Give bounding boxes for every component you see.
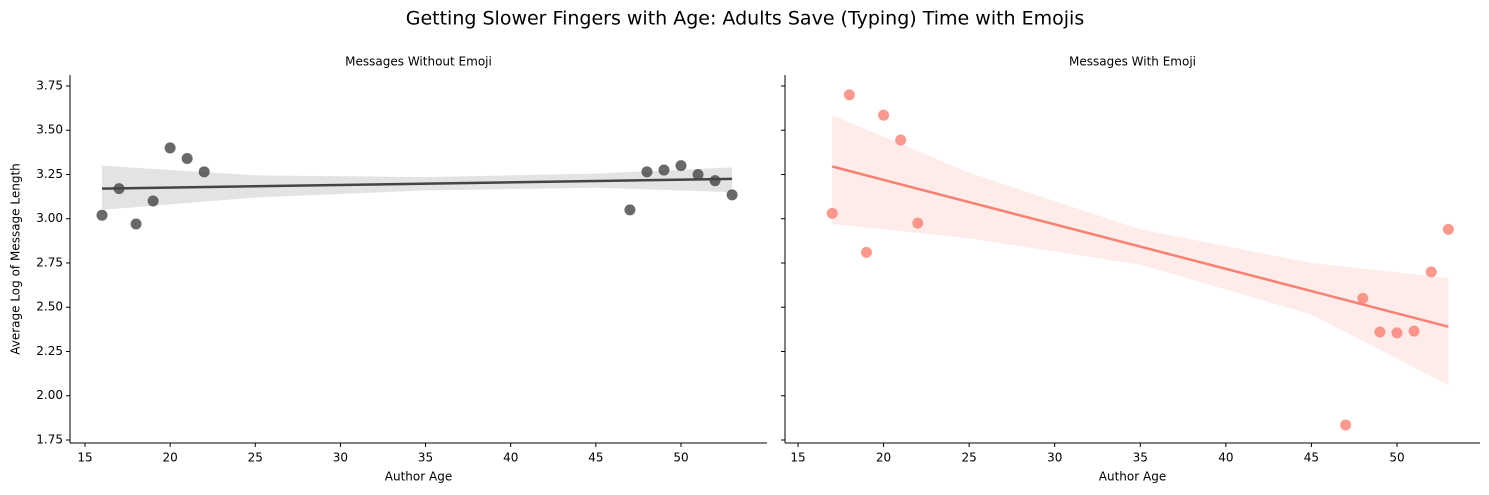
x-tick-label: 40 [503,451,518,465]
y-tick-label: 2.00 [36,388,63,402]
y-tick-label: 3.75 [36,78,63,92]
x-tick-label: 50 [1389,451,1404,465]
x-tick-label: 15 [790,451,805,465]
data-point [198,166,210,178]
x-tick-label: 20 [162,451,177,465]
x-tick-label: 45 [588,451,603,465]
y-tick-label: 2.75 [36,255,63,269]
x-tick-label: 40 [1218,451,1233,465]
data-point [658,164,670,176]
data-point [912,217,924,229]
data-point [624,204,636,216]
data-point [96,209,108,221]
data-point [1340,419,1352,431]
y-tick-label: 3.25 [36,167,63,181]
data-point [826,207,838,219]
data-point [147,195,159,207]
data-point [692,168,704,180]
data-point [181,153,193,165]
y-tick-label: 1.75 [36,432,63,446]
y-tick-label: 2.25 [36,344,63,358]
data-point [895,134,907,146]
x-tick-label: 30 [1047,451,1062,465]
y-axis-label: Average Log of Message Length [9,163,23,355]
x-tick-label: 35 [1133,451,1148,465]
regression-line [831,165,1449,328]
y-tick-label: 3.50 [36,123,63,137]
x-tick-label: 20 [876,451,891,465]
data-point [641,166,653,178]
data-point [1442,223,1454,235]
x-tick-label: 50 [673,451,688,465]
x-tick-label: 25 [248,451,263,465]
x-tick-label: 35 [418,451,433,465]
data-point [1425,266,1437,278]
data-point [675,160,687,172]
data-point [1408,325,1420,337]
subplot-title: Messages With Emoji [1069,55,1196,69]
data-point [860,246,872,258]
data-point [878,109,890,121]
confidence-band [832,115,1449,386]
x-tick-label: 25 [962,451,977,465]
data-point [709,175,721,187]
data-point [1391,327,1403,339]
data-point [726,189,738,201]
figure-title: Getting Slower Fingers with Age: Adults … [406,8,1084,30]
x-tick-label: 30 [333,451,348,465]
data-point [1374,326,1386,338]
x-tick-label: 15 [77,451,92,465]
subplot-title: Messages Without Emoji [345,55,492,69]
y-tick-label: 3.00 [36,211,63,225]
y-tick-label: 2.50 [36,300,63,314]
regression-line [101,177,733,190]
x-tick-label: 45 [1304,451,1319,465]
confidence-band [102,165,733,210]
x-axis-label: Author Age [1099,470,1166,484]
data-point [130,218,142,230]
data-point [164,142,176,154]
data-point [843,89,855,101]
data-point [1357,292,1369,304]
x-axis-label: Author Age [385,470,452,484]
